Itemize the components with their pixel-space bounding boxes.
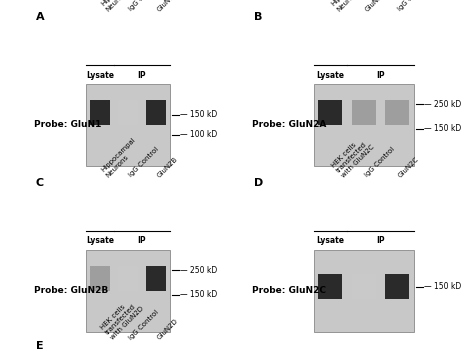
Text: — 150 kD: — 150 kD (424, 282, 462, 291)
Text: D: D (254, 178, 263, 188)
Text: IgG Control: IgG Control (128, 146, 160, 178)
Text: IgG Control: IgG Control (397, 0, 429, 12)
Text: Probe: GluN2C: Probe: GluN2C (252, 286, 326, 295)
Text: Hippocampal
Neurons: Hippocampal Neurons (100, 137, 141, 178)
Text: Lysate: Lysate (86, 237, 114, 245)
Text: Probe: GluN2B: Probe: GluN2B (34, 286, 109, 295)
Text: GluN1: GluN1 (156, 0, 175, 12)
Text: HEK cells
transfected
with GluN2C: HEK cells transfected with GluN2C (330, 133, 375, 178)
Text: Lysate: Lysate (317, 71, 345, 79)
Text: IgG Control: IgG Control (364, 146, 396, 178)
Text: HEK cells
transfected
with GluN2D: HEK cells transfected with GluN2D (100, 295, 145, 341)
Text: IgG Control: IgG Control (128, 0, 160, 12)
Text: GluN2A: GluN2A (364, 0, 387, 12)
Text: B: B (254, 12, 262, 22)
Text: — 150 kD: — 150 kD (424, 124, 462, 133)
Text: IP: IP (137, 71, 146, 79)
Text: Lysate: Lysate (86, 71, 114, 79)
Text: E: E (36, 341, 43, 351)
Text: — 150 kD: — 150 kD (181, 110, 218, 119)
Text: — 100 kD: — 100 kD (181, 130, 218, 139)
Text: Probe: GluN2A: Probe: GluN2A (252, 120, 327, 129)
Text: Hippocampal
Neurons: Hippocampal Neurons (100, 0, 141, 12)
Text: Lysate: Lysate (317, 237, 345, 245)
Text: GluN2B: GluN2B (156, 155, 179, 178)
Text: IP: IP (376, 71, 385, 79)
Text: Probe: GluN1: Probe: GluN1 (34, 120, 101, 129)
Text: GluN2D: GluN2D (156, 317, 179, 341)
Text: Hippocampal
Neurons: Hippocampal Neurons (330, 0, 372, 12)
Text: IP: IP (376, 237, 385, 245)
Text: IP: IP (137, 237, 146, 245)
Text: A: A (36, 12, 44, 22)
Text: C: C (36, 178, 44, 188)
Text: — 250 kD: — 250 kD (424, 100, 462, 109)
Text: IgG Control: IgG Control (128, 309, 160, 341)
Text: — 250 kD: — 250 kD (181, 265, 218, 275)
Text: GluN2C: GluN2C (397, 155, 420, 178)
Text: — 150 kD: — 150 kD (181, 290, 218, 299)
